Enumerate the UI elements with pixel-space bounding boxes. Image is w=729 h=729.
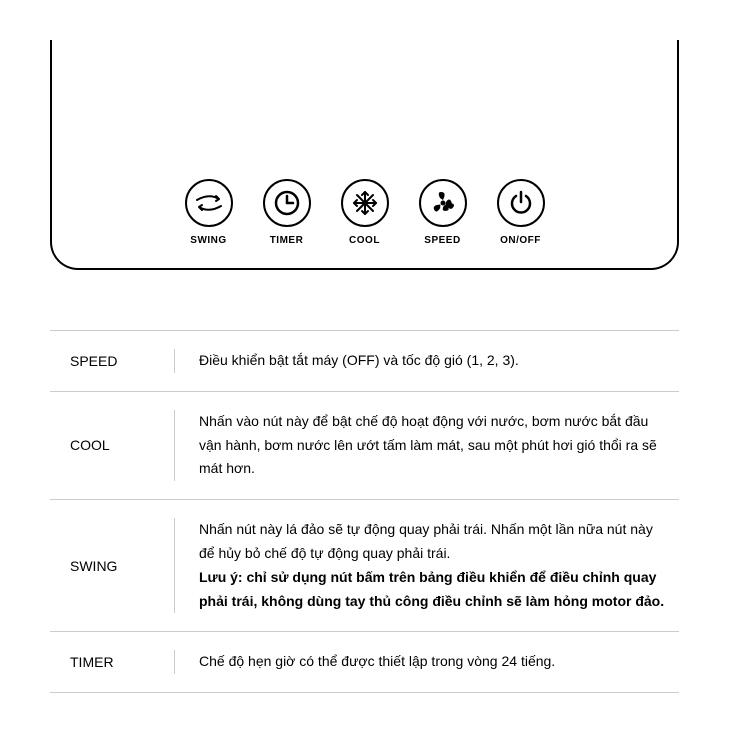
row-label-timer: TIMER (50, 650, 175, 674)
row-text-speed: Điều khiển bật tắt máy (OFF) và tốc độ g… (175, 349, 679, 373)
row-text-swing: Nhấn nút này lá đảo sẽ tự động quay phải… (175, 518, 679, 613)
cool-button[interactable]: COOL (341, 179, 389, 246)
timer-button[interactable]: TIMER (263, 179, 311, 246)
description-table: SPEED Điều khiển bật tắt máy (OFF) và tố… (50, 330, 679, 693)
row-label-speed: SPEED (50, 349, 175, 373)
row-label-cool: COOL (50, 410, 175, 481)
speed-button[interactable]: SPEED (419, 179, 467, 246)
onoff-label: ON/OFF (500, 235, 541, 246)
timer-icon (263, 179, 311, 227)
control-panel: SWING TIMER (50, 40, 679, 270)
row-label-swing: SWING (50, 518, 175, 613)
swing-text: Nhấn nút này lá đảo sẽ tự động quay phải… (199, 521, 653, 561)
table-row: SWING Nhấn nút này lá đảo sẽ tự động qua… (50, 500, 679, 632)
power-icon (497, 179, 545, 227)
table-row: SPEED Điều khiển bật tắt máy (OFF) và tố… (50, 330, 679, 392)
swing-label: SWING (190, 235, 226, 246)
speed-icon (419, 179, 467, 227)
onoff-button[interactable]: ON/OFF (497, 179, 545, 246)
swing-button[interactable]: SWING (185, 179, 233, 246)
swing-note: Lưu ý: chỉ sử dụng nút bấm trên bảng điề… (199, 569, 664, 609)
table-row: COOL Nhấn vào nút này để bật chế độ hoạt… (50, 392, 679, 500)
timer-label: TIMER (270, 235, 304, 246)
speed-label: SPEED (424, 235, 460, 246)
buttons-row: SWING TIMER (185, 179, 545, 246)
cool-label: COOL (349, 235, 380, 246)
table-row: TIMER Chế độ hẹn giờ có thể được thiết l… (50, 632, 679, 693)
cool-icon (341, 179, 389, 227)
row-text-cool: Nhấn vào nút này để bật chế độ hoạt động… (175, 410, 679, 481)
swing-icon (185, 179, 233, 227)
row-text-timer: Chế độ hẹn giờ có thể được thiết lập tro… (175, 650, 679, 674)
